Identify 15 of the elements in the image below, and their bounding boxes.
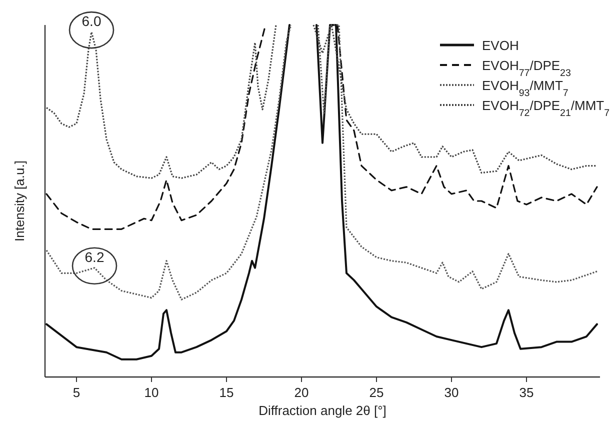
x-tick-label: 35 xyxy=(519,385,534,400)
legend-label: EVOH$_{77}$/DPE$_{23}$ xyxy=(482,58,571,78)
y-axis-title: Intensity [a.u.] xyxy=(12,160,27,242)
x-tick-label: 30 xyxy=(444,385,459,400)
annotation: 6.0 xyxy=(82,13,102,30)
legend-label: EVOH xyxy=(482,38,519,53)
x-tick-label: 20 xyxy=(294,385,309,400)
x-tick-label: 25 xyxy=(369,385,384,400)
x-tick-label: 10 xyxy=(144,385,159,400)
x-tick-label: 5 xyxy=(72,385,80,400)
x-axis-title: Diffraction angle 2θ [°] xyxy=(258,403,386,418)
annotation: 6.2 xyxy=(84,248,104,265)
legend-label: EVOH$_{93}$/MMT$_{7}$ xyxy=(482,78,568,98)
legend-label: EVOH$_{72}$/DPE$_{21}$/MMT$_{7}$ xyxy=(482,98,610,118)
x-tick-label: 15 xyxy=(219,385,234,400)
